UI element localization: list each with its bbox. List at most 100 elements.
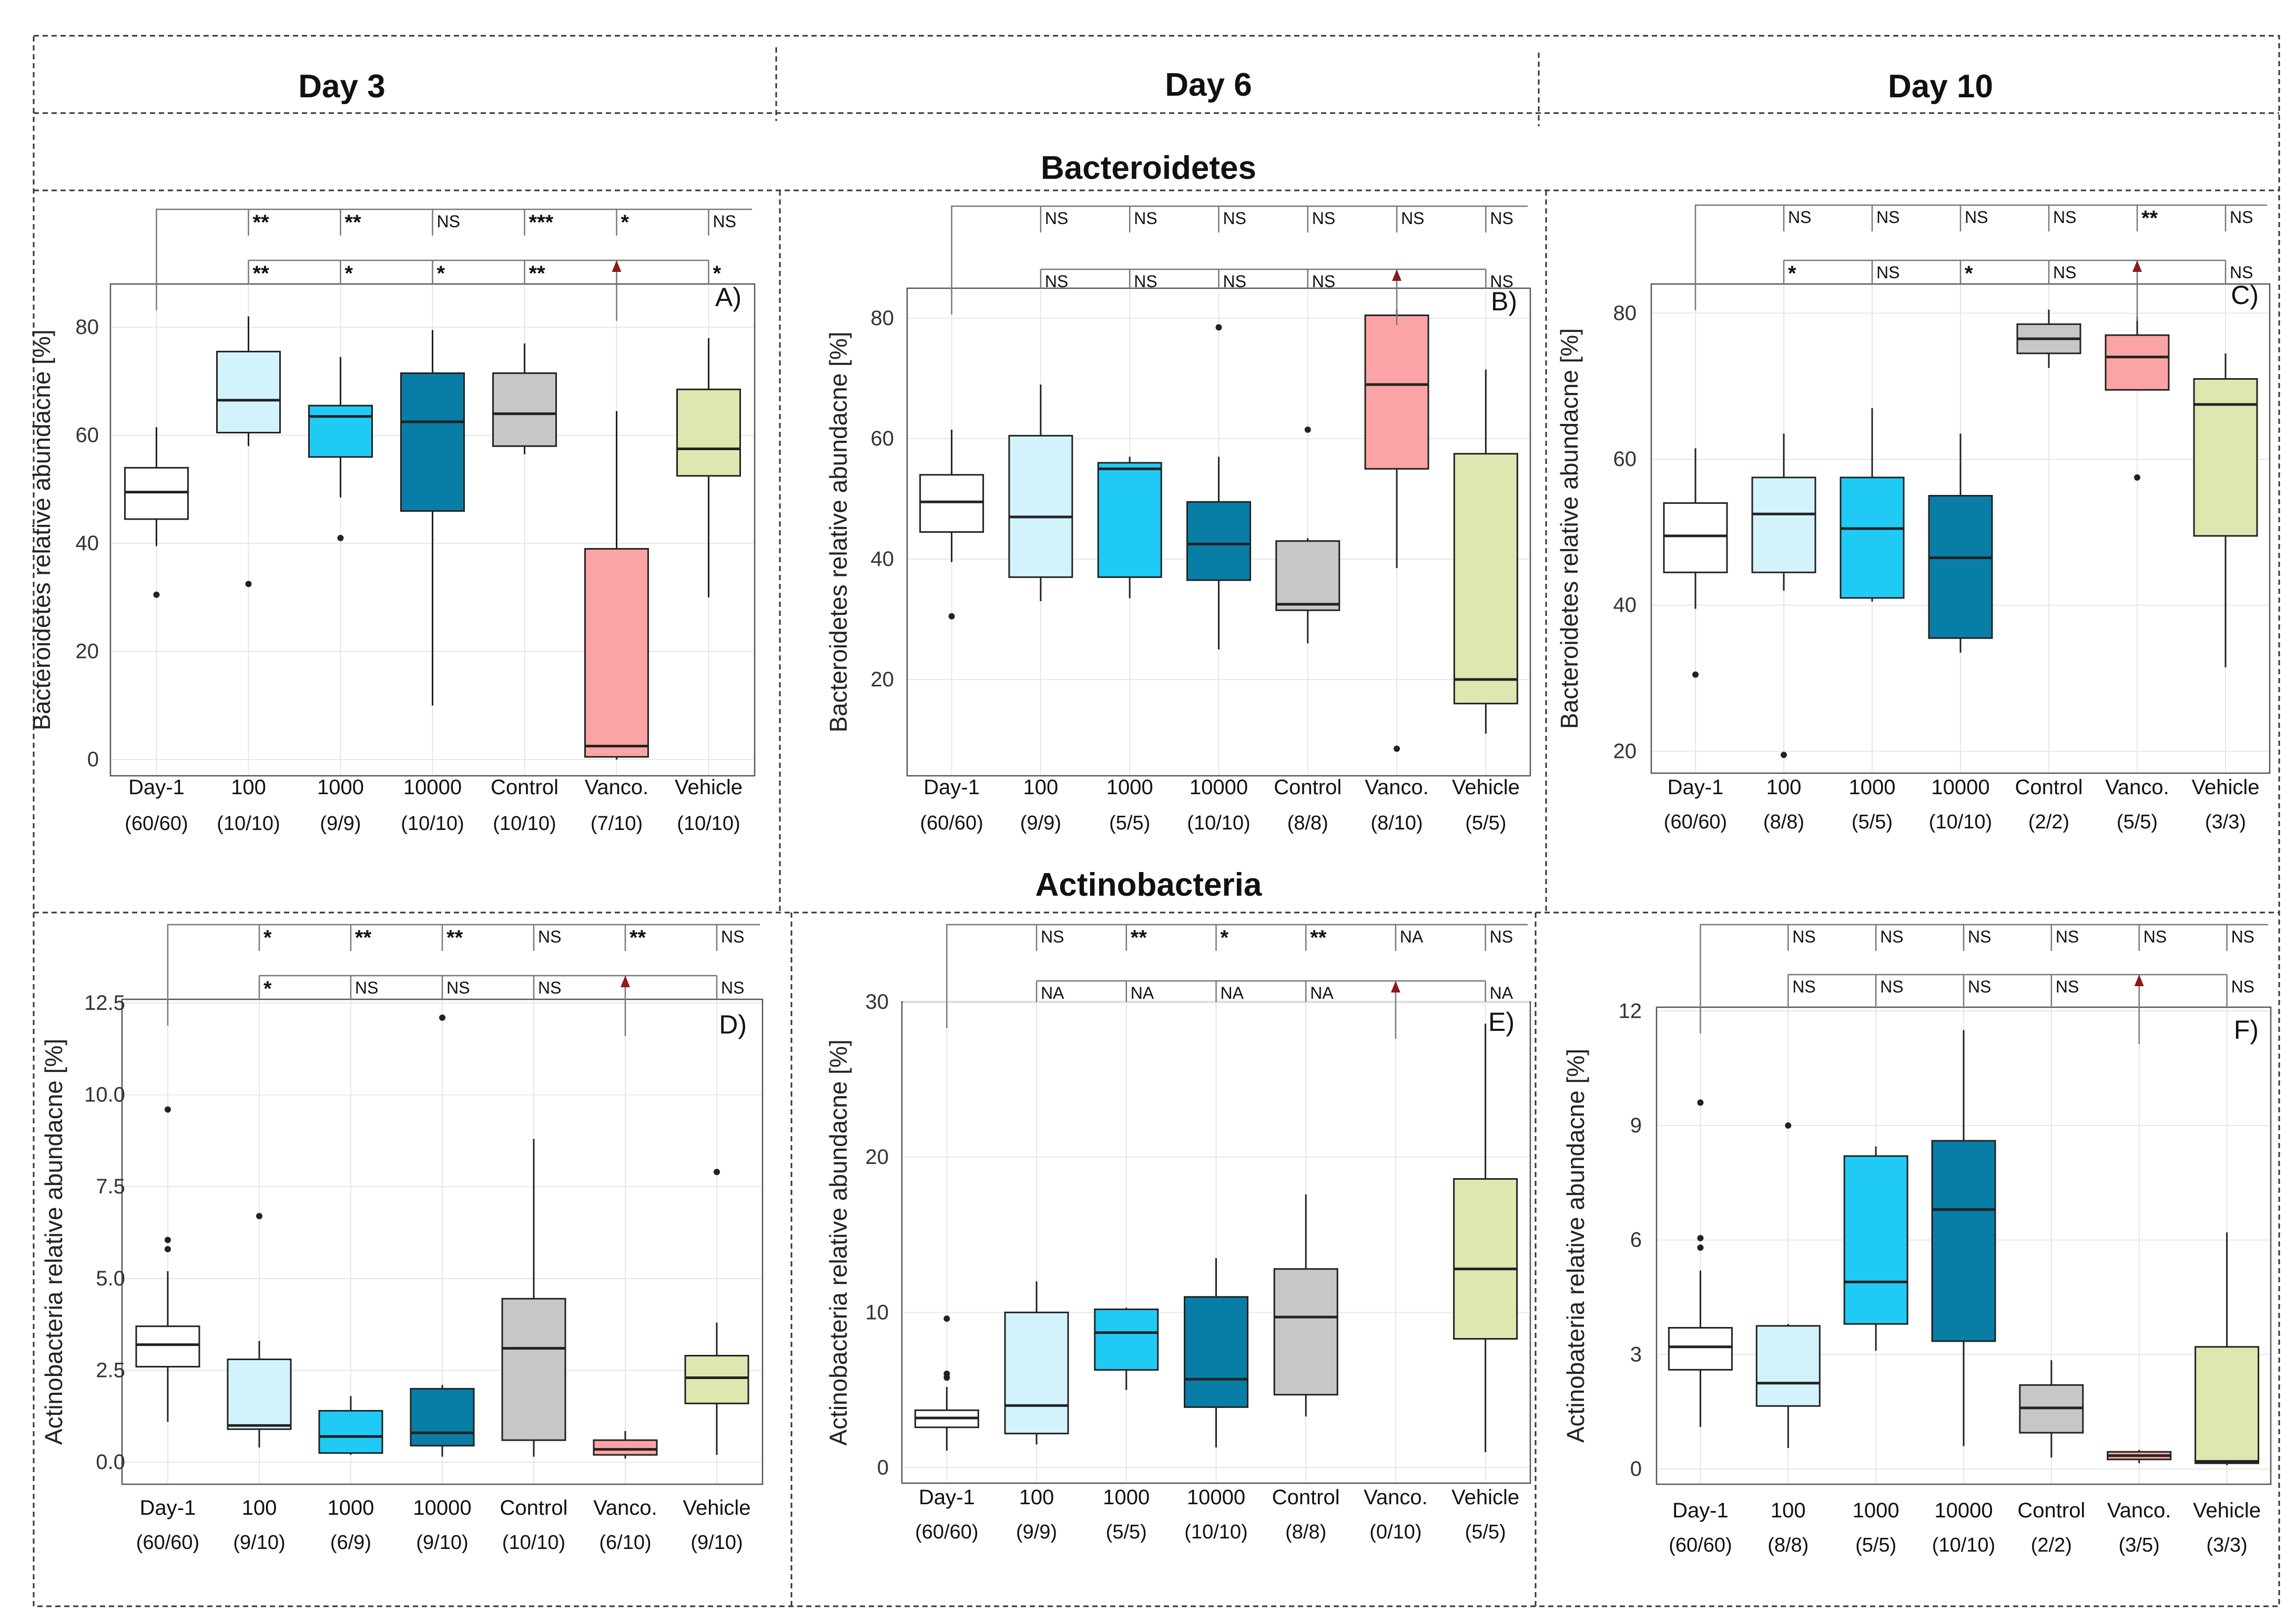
reference-arrow xyxy=(2134,975,2144,986)
x-count-label: (10/10) xyxy=(502,1532,565,1554)
panel-f: 0 3 6 9 12 Actinobateria relative abundacne [… xyxy=(1562,924,2272,1556)
outlier-point xyxy=(153,591,160,598)
x-category-label: 1000 xyxy=(1853,1499,1899,1522)
y-tick-label: 0 xyxy=(87,748,99,771)
box-10000 xyxy=(1931,1030,1996,1446)
sig-label-bottom: NA xyxy=(1490,984,1513,1002)
sig-label-bottom: NA xyxy=(1131,984,1154,1002)
y-tick-label: 60 xyxy=(1613,448,1637,471)
x-category-label: Day-1 xyxy=(140,1496,196,1519)
x-count-label: (10/10) xyxy=(1932,1534,1995,1556)
box-10000 xyxy=(1184,1258,1248,1448)
bracket-top xyxy=(156,208,752,310)
outlier-point xyxy=(256,1213,262,1220)
sig-label-top: ** xyxy=(1131,926,1147,949)
sig-label-bottom: NS xyxy=(2053,263,2076,282)
sig-label-top: NS xyxy=(1401,209,1424,228)
outlier-point xyxy=(165,1245,171,1252)
box-iqr xyxy=(1663,502,1728,573)
y-axis-label: Bacteroidetes relative abundacne [%] xyxy=(28,329,55,730)
sig-label-top: NS xyxy=(2053,208,2076,227)
y-tick-label: 7.5 xyxy=(96,1175,125,1198)
box-100 xyxy=(216,316,281,587)
x-category-label: Vehicle xyxy=(675,776,743,799)
x-category-label: 1000 xyxy=(1106,776,1153,799)
bracket-top xyxy=(1694,204,2267,310)
outlier-point xyxy=(245,581,252,587)
x-category-label: 1000 xyxy=(328,1496,374,1519)
box-day1 xyxy=(919,429,984,620)
x-count-label: (60/60) xyxy=(125,813,188,835)
box-iqr xyxy=(1184,1296,1248,1408)
box-vehicle xyxy=(1453,369,1518,734)
x-count-label: (9/9) xyxy=(320,813,361,835)
x-category-label: 1000 xyxy=(1103,1486,1150,1509)
frame-lines xyxy=(33,35,2280,1607)
sig-label-bottom: NS xyxy=(1223,272,1246,291)
box-iqr xyxy=(1668,1327,1733,1371)
x-category-label: Vanco. xyxy=(2107,1499,2171,1522)
x-category-label: 100 xyxy=(1023,776,1059,799)
y-tick-label: 20 xyxy=(76,640,99,663)
x-category-label: Control xyxy=(1272,1486,1340,1509)
x-category-label: Day-1 xyxy=(919,1486,975,1509)
y-tick-label: 0 xyxy=(1630,1457,1642,1481)
box-iqr xyxy=(1840,477,1905,599)
sig-label-top: NS xyxy=(538,927,561,946)
x-category-label: Vehicle xyxy=(2192,776,2260,799)
x-category-label: Day-1 xyxy=(923,776,980,799)
y-tick-label: 20 xyxy=(1613,739,1637,763)
outlier-point xyxy=(1785,1122,1792,1129)
sig-label-bottom: * xyxy=(345,262,353,285)
sig-label-top: NS xyxy=(2056,927,2079,946)
outlier-point xyxy=(165,1106,171,1113)
sig-label-top: NS xyxy=(1792,927,1815,946)
outlier-point xyxy=(1781,752,1787,758)
box-day1 xyxy=(135,1106,200,1422)
outlier-point xyxy=(165,1237,171,1243)
y-tick-label: 40 xyxy=(76,532,99,555)
y-tick-label: 5.0 xyxy=(96,1267,125,1290)
y-tick-label: 10 xyxy=(866,1301,889,1324)
panel-c: 20 40 60 80 Bacteroidetes relative abundacne… xyxy=(1556,204,2271,833)
x-count-label: (9/9) xyxy=(1016,1521,1057,1543)
sig-label-bottom: NA xyxy=(1221,984,1244,1002)
y-axis-label: Actinobacteria relative abundacne [%] xyxy=(825,1039,852,1445)
box-iqr xyxy=(1273,1268,1338,1396)
box-day1 xyxy=(1663,448,1728,678)
x-category-label: Vanco. xyxy=(2105,776,2169,799)
sig-label-top: NS xyxy=(1965,208,1988,227)
sig-label-top: NS xyxy=(1490,927,1513,946)
x-count-label: (10/10) xyxy=(1184,1521,1247,1543)
sig-label-top: ** xyxy=(2141,207,2158,230)
box-vanco xyxy=(593,1431,658,1459)
sig-label-top: NS xyxy=(713,212,736,231)
panel-label: C) xyxy=(2231,280,2259,310)
panel-label: F) xyxy=(2234,1015,2259,1045)
x-count-label: (10/10) xyxy=(217,813,280,835)
y-tick-label: 20 xyxy=(871,668,895,691)
sig-label-top: NS xyxy=(2143,927,2167,946)
x-category-label: Vanco. xyxy=(593,1496,657,1519)
x-count-label: (10/10) xyxy=(1929,811,1992,833)
sig-label-top: NS xyxy=(2230,208,2253,227)
sig-label-bottom: * xyxy=(1788,262,1796,285)
sig-label-top: NS xyxy=(1045,209,1068,228)
outlier-point xyxy=(337,534,344,541)
box-10000 xyxy=(1186,324,1251,650)
y-tick-label: 0.0 xyxy=(96,1451,125,1474)
y-tick-label: 80 xyxy=(76,316,99,339)
panel-d: 0.0 2.5 5.0 7.5 10.0 12.5 Actinobacteria relat… xyxy=(40,924,764,1554)
box-iqr xyxy=(676,388,741,477)
panel-e: 0 10 20 30 Actinobacteria relative abundacne… xyxy=(825,924,1531,1543)
x-count-label: (60/60) xyxy=(1664,811,1727,833)
bracket-top xyxy=(946,924,1528,1028)
row-title-actinobacteria: Actinobacteria xyxy=(1035,867,1262,903)
box-iqr xyxy=(1928,495,1993,639)
box-control xyxy=(1275,426,1340,644)
box-1000 xyxy=(1097,457,1162,599)
sig-label-top: NS xyxy=(1788,208,1811,227)
column-title-day10: Day 10 xyxy=(1888,68,1993,105)
x-count-label: (9/9) xyxy=(1020,812,1061,834)
